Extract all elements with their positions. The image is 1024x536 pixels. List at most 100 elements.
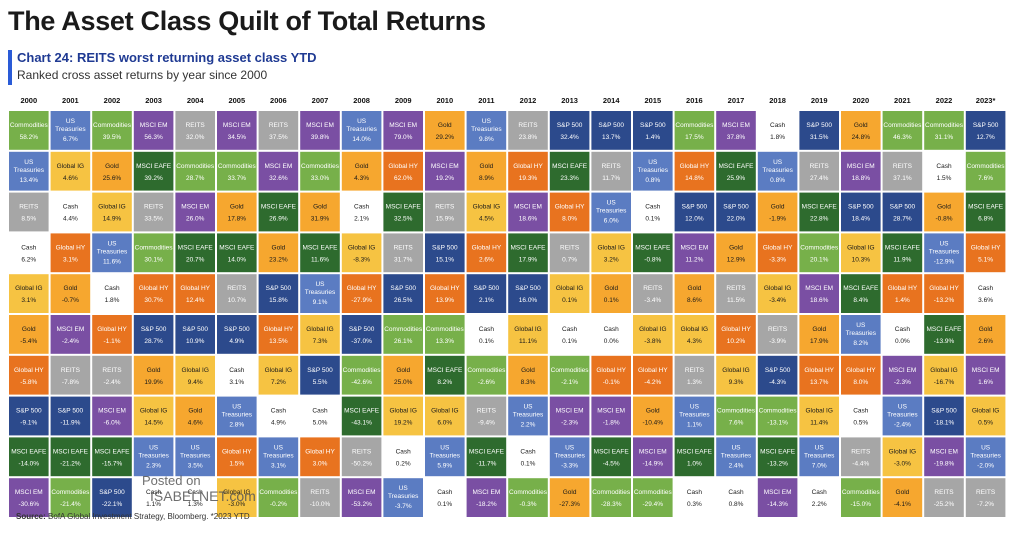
quilt-cell (466, 315, 507, 354)
cell-value-label: 4.3% (354, 175, 369, 182)
cell-asset-label: US (898, 404, 908, 411)
cell-asset-label: MSCI EM (306, 122, 334, 129)
cell-value-label: 1.1% (146, 501, 161, 508)
cell-value-label: -3.8% (644, 338, 661, 345)
cell-asset-label: Gold (313, 204, 327, 211)
quilt-cell (716, 437, 756, 477)
cell-asset-label: Cash (271, 408, 287, 415)
cell-value-label: 33.5% (144, 216, 163, 223)
cell-asset-label: Treasuries (887, 412, 918, 419)
cell-asset-label: S&P 500 (848, 204, 874, 211)
cell-value-label: 7.6% (729, 420, 744, 427)
cell-asset-label: Treasuries (55, 126, 86, 133)
cell-asset-label: Cash (895, 326, 911, 333)
quilt-cell (133, 151, 174, 191)
cell-asset-label: MSCI EM (223, 122, 251, 129)
cell-asset-label: Treasuries (430, 452, 461, 459)
cell-asset-label: MSCI EAFE (178, 244, 214, 251)
cell-asset-label: US (939, 240, 949, 247)
quilt-cell (175, 192, 215, 232)
quilt-cell (757, 111, 798, 150)
cell-asset-label: Treasuries (554, 452, 585, 459)
cell-asset-label: Gold (563, 489, 577, 496)
cell-asset-label: Gold (729, 244, 743, 251)
cell-value-label: -14.3% (767, 501, 788, 508)
quilt-cell (549, 396, 590, 436)
quilt-cell (133, 192, 174, 232)
quilt-cell (258, 274, 299, 313)
quilt-cell (508, 233, 548, 273)
cell-asset-label: Cash (604, 326, 620, 333)
cell-asset-label: MSCI EM (930, 448, 958, 455)
cell-value-label: -11.9% (60, 420, 80, 427)
cell-value-label: -4.5% (603, 460, 620, 467)
cell-value-label: -13.2% (934, 297, 955, 304)
year-label: 2002 (104, 96, 121, 105)
quilt-cell (716, 192, 756, 232)
quilt-cell (841, 355, 881, 395)
cell-asset-label: REITS (685, 367, 705, 374)
quilt-cell (133, 315, 174, 354)
quilt-cell (508, 315, 548, 354)
cell-value-label: -15.7% (102, 460, 123, 467)
quilt-cell (882, 233, 923, 273)
quilt-cell (882, 355, 923, 395)
cell-asset-label: Gold (188, 408, 202, 415)
quilt-cell (383, 111, 423, 150)
cell-value-label: 1.0% (687, 460, 702, 467)
quilt-cell (508, 396, 548, 436)
cell-asset-label: Global HY (388, 163, 418, 170)
cell-asset-label: S&P 500 (182, 326, 208, 333)
cell-value-label: 14.9% (103, 216, 122, 223)
cell-value-label: 0.1% (479, 338, 494, 345)
cell-value-label: 18.6% (810, 297, 829, 304)
cell-asset-label: MSCI EAFE (136, 163, 172, 170)
cell-asset-label: Global IG (265, 367, 292, 374)
cell-asset-label: MSCI EAFE (344, 408, 380, 415)
quilt-cell (466, 478, 507, 517)
quilt-cell (924, 355, 964, 395)
cell-value-label: -18.2% (476, 501, 497, 508)
cell-asset-label: Cash (728, 489, 744, 496)
quilt-cell (92, 192, 132, 232)
cell-asset-label: Commodities (10, 122, 49, 129)
quilt-cell (633, 315, 673, 354)
cell-asset-label: Gold (604, 285, 618, 292)
cell-value-label: 79.0% (394, 134, 413, 141)
cell-value-label: 11.4% (810, 420, 828, 427)
quilt-cell (217, 192, 257, 232)
cell-asset-label: REITS (394, 244, 414, 251)
quilt-cell (258, 233, 299, 273)
cell-asset-label: REITS (102, 367, 122, 374)
cell-value-label: 25.0% (394, 379, 413, 386)
cell-value-label: 0.1% (437, 501, 452, 508)
cell-value-label: 0.1% (562, 338, 577, 345)
cell-value-label: -50.2% (351, 460, 372, 467)
quilt-cell (341, 151, 382, 191)
quilt-cell (799, 111, 839, 150)
watermark-line2: ISABELNET.com (150, 488, 256, 504)
cell-asset-label: US (440, 444, 450, 451)
cell-value-label: 10.7% (228, 297, 247, 304)
cell-value-label: 30.1% (144, 256, 163, 263)
cell-asset-label: Cash (562, 326, 578, 333)
cell-asset-label: Treasuries (638, 167, 669, 174)
cell-asset-label: US (815, 444, 825, 451)
cell-value-label: -3.4% (644, 297, 661, 304)
cell-asset-label: Gold (64, 285, 78, 292)
quilt-cell (591, 151, 631, 191)
cell-asset-label: S&P 500 (58, 408, 84, 415)
quilt-cell (258, 111, 299, 150)
quilt-cell (716, 151, 756, 191)
cell-value-label: -13.1% (767, 420, 788, 427)
cell-value-label: -3.7% (395, 503, 412, 510)
cell-asset-label: S&P 500 (432, 244, 458, 251)
quilt-cell (633, 111, 673, 150)
cell-value-label: -16.7% (934, 379, 955, 386)
quilt-cell (300, 396, 340, 436)
cell-asset-label: MSCI EAFE (386, 204, 422, 211)
cell-value-label: 1.1% (687, 422, 702, 429)
cell-asset-label: Gold (105, 163, 119, 170)
cell-asset-label: MSCI EAFE (677, 448, 713, 455)
cell-asset-label: Commodities (551, 367, 590, 374)
